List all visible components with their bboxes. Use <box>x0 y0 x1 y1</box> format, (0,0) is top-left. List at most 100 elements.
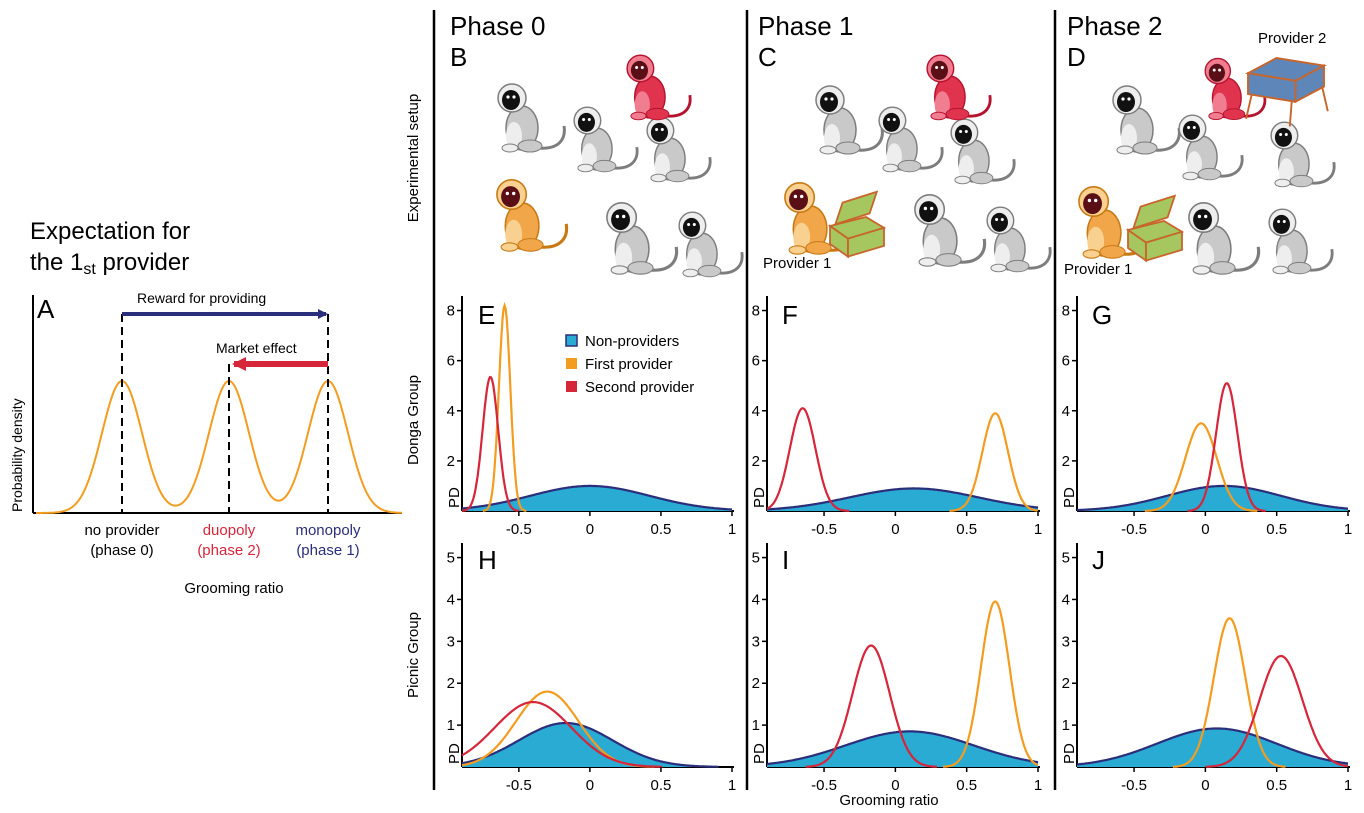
x-tick-label: 0.5 <box>651 777 672 794</box>
phase-1-header: Phase 1 C <box>758 11 853 72</box>
series-second-provider-line <box>1187 382 1266 512</box>
chart-e: 2 4 6 8 -0.5 0 0.5 1 PD E <box>446 296 736 538</box>
x-tick-label: -0.5 <box>1121 521 1147 538</box>
y-tick-label: 2 <box>752 453 760 470</box>
monkey-p1-5 <box>986 206 1052 273</box>
x-tick-label: -0.5 <box>506 521 532 538</box>
y-tick-label: 8 <box>1062 303 1070 320</box>
series-non-providers-area <box>1077 728 1348 767</box>
legend: Non-providers First provider Second prov… <box>565 333 694 396</box>
x-tick-label: 0 <box>891 777 899 794</box>
pd-label: PD <box>751 487 768 508</box>
phase-2-provider-2-label: Provider 2 <box>1258 30 1326 47</box>
y-tick-label: 3 <box>752 633 760 650</box>
panel-d-letter: D <box>1067 42 1086 72</box>
legend-swatch-nonproviders <box>565 334 578 347</box>
pd-label: PD <box>1061 743 1078 764</box>
series-first-provider-line <box>943 600 1039 768</box>
reward-arrow-label: Reward for providing <box>137 290 266 306</box>
monkey-p0-4 <box>606 202 679 275</box>
monkey-p2-5 <box>1268 208 1334 275</box>
row-label-setup: Experimental setup <box>405 94 422 222</box>
x-tick-label: 0 <box>1201 777 1209 794</box>
density-plots: 2 4 6 8 -0.5 0 0.5 1 PD E 2 4 6 8 -0.5 0 0.5 1 PD F 2 4 6 8 -0.5… <box>446 296 1352 794</box>
y-tick-label: 6 <box>752 353 760 370</box>
y-tick-label: 4 <box>447 403 455 420</box>
series-non-providers-line <box>766 487 1039 511</box>
monkey-p0-3 <box>646 116 712 183</box>
pd-label: PD <box>751 743 768 764</box>
monkey-p0-orange <box>496 179 569 252</box>
y-tick-label: 2 <box>752 675 760 692</box>
panel-g-letter: G <box>1092 300 1112 330</box>
pd-label: PD <box>1061 487 1078 508</box>
market-effect-label: Market effect <box>216 340 297 356</box>
chart-f: 2 4 6 8 -0.5 0 0.5 1 PD F <box>751 296 1042 538</box>
x-tick-label: -0.5 <box>811 777 837 794</box>
experimental-setup-illustrations <box>496 54 1336 278</box>
series-second-provider-line <box>805 644 938 768</box>
panel-a-title-line1: Expectation for <box>30 218 190 245</box>
chart-h: 1 2 3 4 5 -0.5 0 0.5 1 PD H <box>446 543 736 794</box>
monkey-p0-1 <box>497 83 566 153</box>
category-duopoly: duopoly <box>203 522 256 539</box>
category-monopoly-phase: (phase 1) <box>296 542 359 559</box>
category-no-provider-phase: (phase 0) <box>90 542 153 559</box>
x-tick-label: 0 <box>1201 521 1209 538</box>
panel-a-xlabel: Grooming ratio <box>184 580 283 597</box>
y-tick-label: 6 <box>1062 353 1070 370</box>
monkey-p2-1 <box>1112 85 1181 155</box>
panel-i-letter: I <box>782 545 789 575</box>
legend-label-nonproviders: Non-providers <box>585 333 679 350</box>
y-tick-label: 4 <box>447 591 455 608</box>
row-label-picnic: Picnic Group <box>405 612 422 698</box>
y-tick-label: 1 <box>752 717 760 734</box>
phase-0-title: Phase 0 <box>450 11 545 41</box>
panel-a-title-line2: the 1st provider <box>30 249 189 278</box>
panel-e-letter: E <box>478 300 495 330</box>
panel-c-letter: C <box>758 42 777 72</box>
x-tick-label: 1 <box>1034 521 1042 538</box>
y-tick-label: 5 <box>447 550 455 567</box>
pd-label: PD <box>446 743 463 764</box>
panel-b-letter: B <box>450 42 467 72</box>
y-tick-label: 1 <box>447 717 455 734</box>
y-tick-label: 4 <box>752 591 760 608</box>
y-tick-label: 8 <box>752 303 760 320</box>
monkey-p2-4 <box>1188 202 1261 275</box>
shared-xlabel: Grooming ratio <box>839 792 938 809</box>
legend-label-second: Second provider <box>585 379 694 396</box>
series-first-provider-line <box>1144 422 1258 512</box>
monkey-p1-2 <box>878 106 944 173</box>
y-tick-label: 4 <box>1062 403 1070 420</box>
series-first-provider-line <box>949 412 1039 512</box>
x-tick-label: 0.5 <box>1266 777 1287 794</box>
monkey-p1-orange <box>784 182 857 255</box>
monkey-p2-red <box>1204 57 1267 121</box>
monkey-p2-orange <box>1078 186 1151 259</box>
phase-2-title: Phase 2 <box>1067 11 1162 41</box>
expectation-curves <box>36 379 403 514</box>
series-second-provider-line <box>1205 654 1349 768</box>
monkey-p0-red <box>626 54 692 121</box>
food-box-p2-box1 <box>1125 194 1185 263</box>
monkey-p2-3 <box>1270 121 1336 188</box>
category-duopoly-phase: (phase 2) <box>197 542 260 559</box>
x-tick-label: 0 <box>891 521 899 538</box>
panel-a-letter: A <box>37 294 55 324</box>
monkey-p0-2 <box>573 106 639 173</box>
series-non-providers-area <box>767 731 1038 767</box>
y-tick-label: 1 <box>1062 717 1070 734</box>
legend-swatch-second <box>566 381 577 392</box>
x-tick-label: 0 <box>586 521 594 538</box>
x-tick-label: 0.5 <box>956 777 977 794</box>
x-tick-label: 1 <box>728 777 736 794</box>
chart-g: 2 4 6 8 -0.5 0 0.5 1 PD G <box>1061 296 1352 538</box>
monkey-p1-red <box>926 54 992 121</box>
x-tick-label: 0.5 <box>956 521 977 538</box>
series-second-provider-line <box>461 701 663 768</box>
monkey-p2-2 <box>1178 114 1244 181</box>
monkey-p1-3 <box>950 118 1016 185</box>
phase-1-title: Phase 1 <box>758 11 853 41</box>
food-box-p2-box2 <box>1245 57 1329 127</box>
